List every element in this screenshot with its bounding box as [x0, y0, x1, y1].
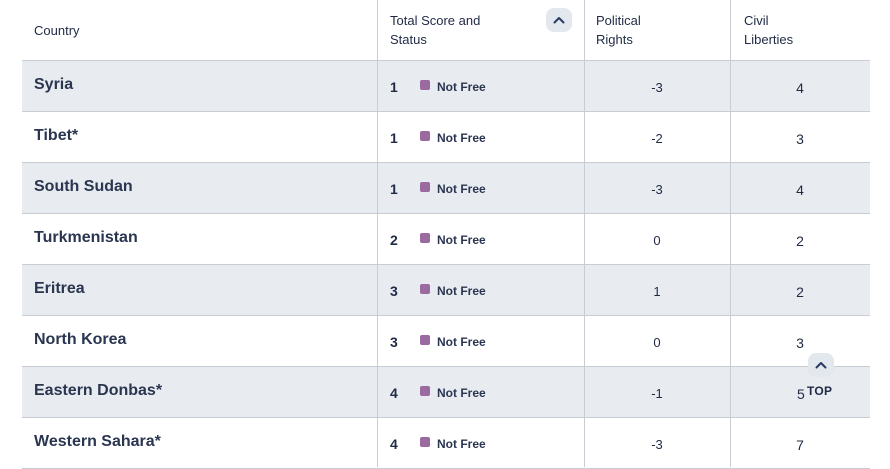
back-to-top-circle [808, 353, 834, 377]
total-score: 4 [390, 385, 398, 401]
political-rights-value: -3 [651, 182, 663, 197]
column-header-civil-liberties[interactable]: Civil Liberties [744, 11, 793, 71]
political-rights-value: -3 [651, 437, 663, 452]
political-rights-value: -1 [651, 386, 663, 401]
status-badge: Not Free [420, 182, 486, 196]
status-swatch [420, 80, 430, 90]
back-to-top-button[interactable]: TOP [806, 353, 836, 401]
status-swatch [420, 437, 430, 447]
sort-ascending-button[interactable] [546, 8, 572, 32]
civil-liberties-value: 2 [796, 284, 804, 300]
column-header-country-label: Country [34, 23, 80, 38]
table-row[interactable]: South Sudan 1 Not Free -3 4 [22, 163, 870, 214]
political-rights-value: 0 [653, 233, 661, 248]
civil-liberties-value: 4 [796, 182, 804, 198]
status-swatch [420, 233, 430, 243]
status-label: Not Free [437, 437, 486, 451]
status-badge: Not Free [420, 80, 486, 94]
column-header-country[interactable]: Country [34, 21, 80, 81]
civil-liberties-value: 5 [797, 386, 805, 402]
column-divider [584, 0, 585, 467]
status-label: Not Free [437, 335, 486, 349]
table-row[interactable]: Turkmenistan 2 Not Free 0 2 [22, 214, 870, 265]
status-badge: Not Free [420, 284, 486, 298]
column-header-total-label-2: Status [390, 32, 427, 47]
total-score: 3 [390, 334, 398, 350]
country-name-link[interactable]: North Korea [34, 331, 127, 348]
table-row[interactable]: Eritrea 3 Not Free 1 2 [22, 265, 870, 316]
column-header-civil-label-2: Liberties [744, 32, 794, 47]
status-swatch [420, 284, 430, 294]
political-rights-value: 0 [653, 335, 661, 350]
country-name-link[interactable]: Western Sahara* [34, 433, 161, 450]
country-name-link[interactable]: Eastern Donbas* [34, 382, 163, 399]
column-divider [377, 0, 378, 467]
country-name-link[interactable]: Turkmenistan [34, 229, 138, 246]
status-badge: Not Free [420, 437, 486, 451]
civil-liberties-value: 7 [796, 437, 804, 453]
status-badge: Not Free [420, 335, 486, 349]
status-swatch [420, 131, 430, 141]
column-header-political-label-1: Political [596, 13, 641, 28]
table-header: Country Total Score and Status Political… [22, 0, 870, 61]
status-swatch [420, 386, 430, 396]
column-header-political-label-2: Rights [596, 32, 633, 47]
country-name-link[interactable]: South Sudan [34, 178, 133, 195]
status-swatch [420, 182, 430, 192]
table-row[interactable]: Tibet* 1 Not Free -2 3 [22, 112, 870, 163]
civil-liberties-value: 3 [796, 335, 804, 351]
total-score: 1 [390, 181, 398, 197]
column-header-total-score[interactable]: Total Score and Status [390, 11, 500, 71]
chevron-up-icon [553, 17, 565, 24]
column-header-civil-label-1: Civil [744, 13, 769, 28]
civil-liberties-value: 2 [796, 233, 804, 249]
status-label: Not Free [437, 386, 486, 400]
political-rights-value: -2 [651, 131, 663, 146]
political-rights-value: 1 [653, 284, 661, 299]
table-row[interactable]: North Korea 3 Not Free 0 3 [22, 316, 870, 367]
chevron-up-icon [815, 362, 827, 369]
civil-liberties-value: 4 [796, 80, 804, 96]
status-swatch [420, 335, 430, 345]
status-label: Not Free [437, 131, 486, 145]
status-label: Not Free [437, 233, 486, 247]
total-score: 3 [390, 283, 398, 299]
total-score: 1 [390, 79, 398, 95]
freedom-scores-table: Country Total Score and Status Political… [22, 0, 870, 469]
back-to-top-label: TOP [807, 384, 833, 398]
civil-liberties-value: 3 [796, 131, 804, 147]
total-score: 2 [390, 232, 398, 248]
status-label: Not Free [437, 80, 486, 94]
total-score: 4 [390, 436, 398, 452]
status-badge: Not Free [420, 233, 486, 247]
country-name-link[interactable]: Syria [34, 76, 74, 93]
status-label: Not Free [437, 284, 486, 298]
table-row[interactable]: Western Sahara* 4 Not Free -3 7 [22, 418, 870, 469]
country-name-link[interactable]: Eritrea [34, 280, 85, 297]
column-divider [730, 0, 731, 467]
country-name-link[interactable]: Tibet* [34, 127, 79, 144]
status-label: Not Free [437, 182, 486, 196]
table-row[interactable]: Syria 1 Not Free -3 4 [22, 61, 870, 112]
table-row[interactable]: Eastern Donbas* 4 Not Free -1 5 [22, 367, 870, 418]
column-header-total-label-1: Total Score and [390, 13, 481, 28]
table-body: Syria 1 Not Free -3 4 Tibet* 1 Not Free … [22, 61, 870, 469]
status-badge: Not Free [420, 131, 486, 145]
column-header-political-rights[interactable]: Political Rights [596, 11, 641, 71]
political-rights-value: -3 [651, 80, 663, 95]
total-score: 1 [390, 130, 398, 146]
status-badge: Not Free [420, 386, 486, 400]
